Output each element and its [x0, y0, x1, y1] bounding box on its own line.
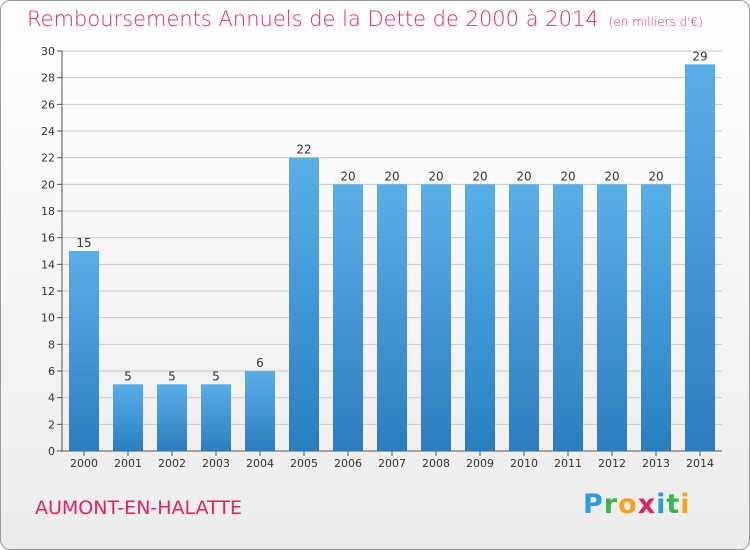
- bar: [641, 184, 671, 452]
- y-tick-label: 18: [41, 205, 55, 218]
- bar: [245, 371, 275, 451]
- y-tick-label: 26: [41, 98, 55, 111]
- bar: [465, 184, 495, 452]
- data-label: 20: [428, 169, 443, 183]
- x-tick-label: 2010: [510, 457, 538, 470]
- y-tick-label: 24: [41, 125, 55, 138]
- y-tick-label: 28: [41, 72, 55, 85]
- chart-subtitle: (en milliers d'€): [608, 15, 703, 29]
- chart-title: Remboursements Annuels de la Dette de 20…: [27, 7, 703, 31]
- x-tick-label: 2002: [158, 457, 186, 470]
- bar: [685, 64, 715, 452]
- bar: [69, 251, 99, 451]
- y-tick-label: 8: [48, 338, 55, 351]
- x-tick-label: 2013: [642, 457, 670, 470]
- y-tick-label: 4: [48, 392, 55, 405]
- bar: [113, 384, 143, 451]
- x-tick-label: 2007: [378, 457, 406, 470]
- data-label: 20: [516, 169, 531, 183]
- y-tick-label: 12: [41, 285, 55, 298]
- data-label: 20: [604, 169, 619, 183]
- bar: [157, 384, 187, 451]
- bar: [509, 184, 539, 452]
- y-tick-label: 6: [48, 365, 55, 378]
- data-label: 20: [472, 169, 487, 183]
- x-tick-label: 2004: [246, 457, 274, 470]
- x-tick-label: 2009: [466, 457, 494, 470]
- bar: [597, 184, 627, 452]
- data-label: 20: [648, 169, 663, 183]
- y-tick-label: 20: [41, 178, 55, 191]
- x-tick-label: 2014: [686, 457, 714, 470]
- town-name: AUMONT-EN-HALATTE: [35, 497, 242, 519]
- x-tick-label: 2012: [598, 457, 626, 470]
- x-tick-label: 2005: [290, 457, 318, 470]
- data-label: 5: [168, 369, 176, 383]
- bar: [289, 157, 319, 451]
- proxiti-logo: Proxiti: [583, 489, 691, 520]
- bar: [333, 184, 363, 452]
- y-tick-label: 16: [41, 232, 55, 245]
- x-tick-label: 2001: [114, 457, 142, 470]
- x-tick-label: 2006: [334, 457, 362, 470]
- bar: [201, 384, 231, 451]
- data-label: 15: [76, 236, 91, 250]
- data-label: 5: [124, 369, 132, 383]
- data-label: 6: [256, 356, 264, 370]
- data-label: 5: [212, 369, 220, 383]
- bar: [421, 184, 451, 452]
- y-tick-label: 10: [41, 312, 55, 325]
- x-tick-label: 2000: [70, 457, 98, 470]
- x-tick-label: 2008: [422, 457, 450, 470]
- x-tick-label: 2011: [554, 457, 582, 470]
- y-tick-label: 30: [41, 45, 55, 58]
- y-tick-label: 0: [48, 445, 55, 458]
- x-tick-label: 2003: [202, 457, 230, 470]
- data-label: 29: [692, 49, 707, 63]
- y-tick-label: 2: [48, 418, 55, 431]
- y-tick-label: 14: [41, 258, 55, 271]
- bar: [553, 184, 583, 452]
- y-tick-label: 22: [41, 152, 55, 165]
- data-label: 20: [560, 169, 575, 183]
- chart-title-text: Remboursements Annuels de la Dette de 20…: [27, 7, 599, 31]
- data-label: 22: [296, 143, 311, 157]
- data-label: 20: [384, 169, 399, 183]
- data-label: 20: [340, 169, 355, 183]
- bar: [377, 184, 407, 452]
